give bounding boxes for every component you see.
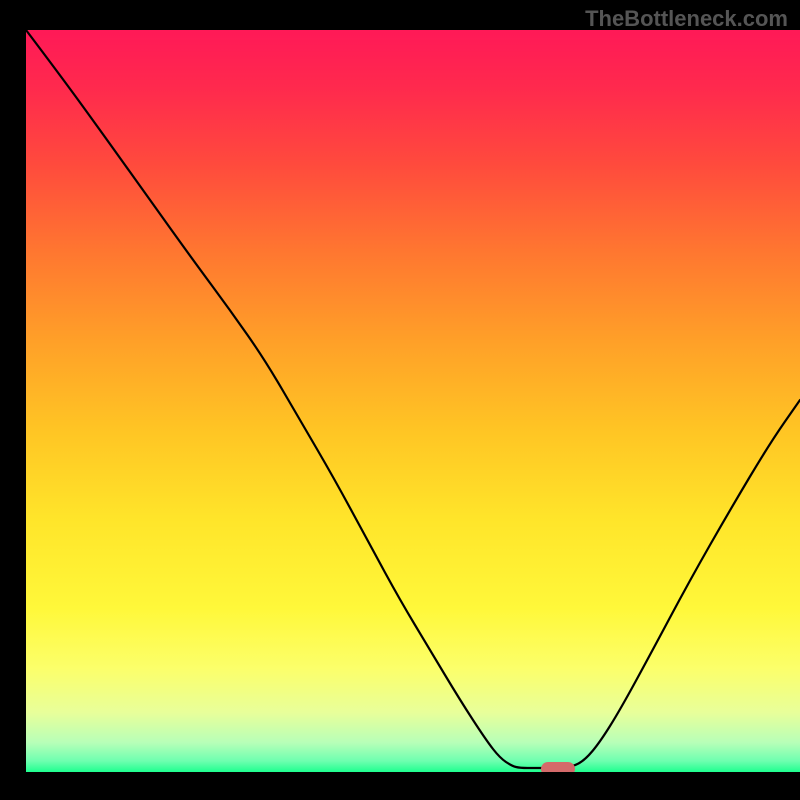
bottom-axis-bar xyxy=(26,772,800,800)
left-axis-bar xyxy=(0,0,26,800)
gradient-plot-area xyxy=(26,30,800,772)
watermark-text: TheBottleneck.com xyxy=(585,6,788,32)
bottleneck-chart: TheBottleneck.com xyxy=(0,0,800,800)
chart-canvas xyxy=(0,0,800,800)
